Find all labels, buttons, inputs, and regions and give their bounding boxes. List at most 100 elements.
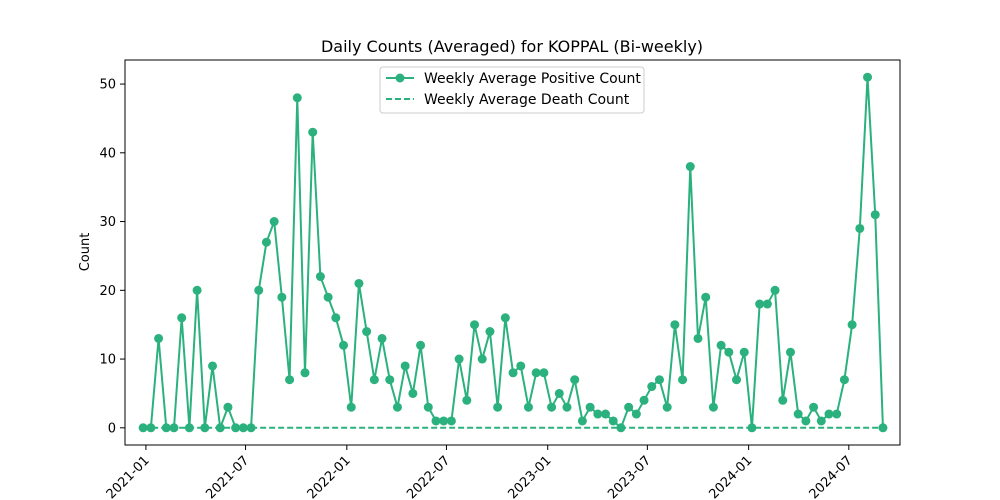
positive-count-point <box>161 423 171 433</box>
positive-count-point <box>708 402 718 412</box>
positive-count-point <box>770 285 780 295</box>
positive-count-point <box>531 368 541 378</box>
positive-count-point <box>670 320 680 330</box>
positive-count-point <box>362 327 372 337</box>
positive-count-point <box>863 72 873 82</box>
positive-count-point <box>508 368 518 378</box>
positive-count-point <box>577 416 587 426</box>
positive-count-point <box>547 402 557 412</box>
positive-count-point <box>408 388 418 398</box>
positive-count-point <box>601 409 611 419</box>
positive-count-point <box>308 127 318 137</box>
positive-count-point <box>847 320 857 330</box>
positive-count-point <box>870 210 880 220</box>
positive-count-point <box>223 402 233 412</box>
positive-count-point <box>277 292 287 302</box>
y-axis-title: Count <box>78 233 93 272</box>
positive-count-point <box>462 395 472 405</box>
positive-count-point <box>392 402 402 412</box>
positive-count-point <box>200 423 210 433</box>
positive-count-point <box>755 299 765 309</box>
positive-count-point <box>331 313 341 323</box>
legend-positive-label: Weekly Average Positive Count <box>424 71 641 87</box>
y-tick-label: 10 <box>99 353 116 368</box>
positive-count-point <box>254 285 264 295</box>
chart-title: Daily Counts (Averaged) for KOPPAL (Bi-w… <box>321 37 703 56</box>
positive-count-point <box>608 416 618 426</box>
positive-count-point <box>493 402 503 412</box>
positive-count-point <box>184 423 194 433</box>
positive-count-point <box>585 402 595 412</box>
positive-count-point <box>346 402 356 412</box>
positive-count-point <box>639 395 649 405</box>
positive-count-point <box>269 217 279 227</box>
positive-count-point <box>824 409 834 419</box>
positive-count-point <box>231 423 241 433</box>
positive-count-point <box>369 375 379 385</box>
positive-count-point <box>500 313 510 323</box>
positive-count-point <box>169 423 179 433</box>
positive-count-point <box>470 320 480 330</box>
positive-count-point <box>416 340 426 350</box>
legend: Weekly Average Positive Count Weekly Ave… <box>379 66 645 114</box>
positive-count-point <box>261 237 271 247</box>
positive-count-point <box>477 354 487 364</box>
y-tick-label: 50 <box>99 78 116 93</box>
positive-count-point <box>323 292 333 302</box>
positive-count-point <box>747 423 757 433</box>
positive-count-point <box>177 313 187 323</box>
positive-count-point <box>724 347 734 357</box>
positive-count-point <box>793 409 803 419</box>
positive-count-point <box>285 375 295 385</box>
legend-box <box>379 66 645 114</box>
positive-count-point <box>855 223 865 233</box>
positive-count-point <box>693 333 703 343</box>
positive-count-point <box>315 272 325 282</box>
positive-count-point <box>816 416 826 426</box>
positive-count-point <box>678 375 688 385</box>
positive-count-point <box>785 347 795 357</box>
positive-count-point <box>238 423 248 433</box>
positive-count-point <box>292 93 302 103</box>
positive-count-point <box>654 375 664 385</box>
positive-count-point <box>624 402 634 412</box>
positive-count-point <box>778 395 788 405</box>
positive-count-point <box>539 368 549 378</box>
positive-count-point <box>554 388 564 398</box>
positive-count-point <box>339 340 349 350</box>
y-tick-label: 0 <box>108 421 116 436</box>
positive-count-point <box>485 327 495 337</box>
positive-count-point <box>570 375 580 385</box>
positive-count-point <box>400 361 410 371</box>
y-tick-label: 30 <box>99 215 116 230</box>
positive-count-point <box>377 333 387 343</box>
positive-count-point <box>593 409 603 419</box>
positive-count-point <box>631 409 641 419</box>
positive-count-point <box>878 423 888 433</box>
positive-count-point <box>732 375 742 385</box>
positive-count-point <box>716 340 726 350</box>
positive-count-point <box>762 299 772 309</box>
positive-count-point <box>439 416 449 426</box>
positive-count-point <box>446 416 456 426</box>
positive-count-point <box>246 423 256 433</box>
positive-count-point <box>154 333 164 343</box>
legend-positive-marker <box>395 73 405 83</box>
positive-count-point <box>839 375 849 385</box>
positive-count-point <box>454 354 464 364</box>
positive-count-point <box>801 416 811 426</box>
positive-count-point <box>146 423 156 433</box>
positive-count-point <box>523 402 533 412</box>
positive-count-point <box>138 423 148 433</box>
positive-count-point <box>385 375 395 385</box>
positive-count-point <box>832 409 842 419</box>
positive-count-point <box>616 423 626 433</box>
positive-count-point <box>809 402 819 412</box>
positive-count-point <box>662 402 672 412</box>
positive-count-point <box>647 382 657 392</box>
positive-count-point <box>516 361 526 371</box>
positive-count-point <box>685 162 695 172</box>
positive-count-point <box>300 368 310 378</box>
positive-count-point <box>431 416 441 426</box>
